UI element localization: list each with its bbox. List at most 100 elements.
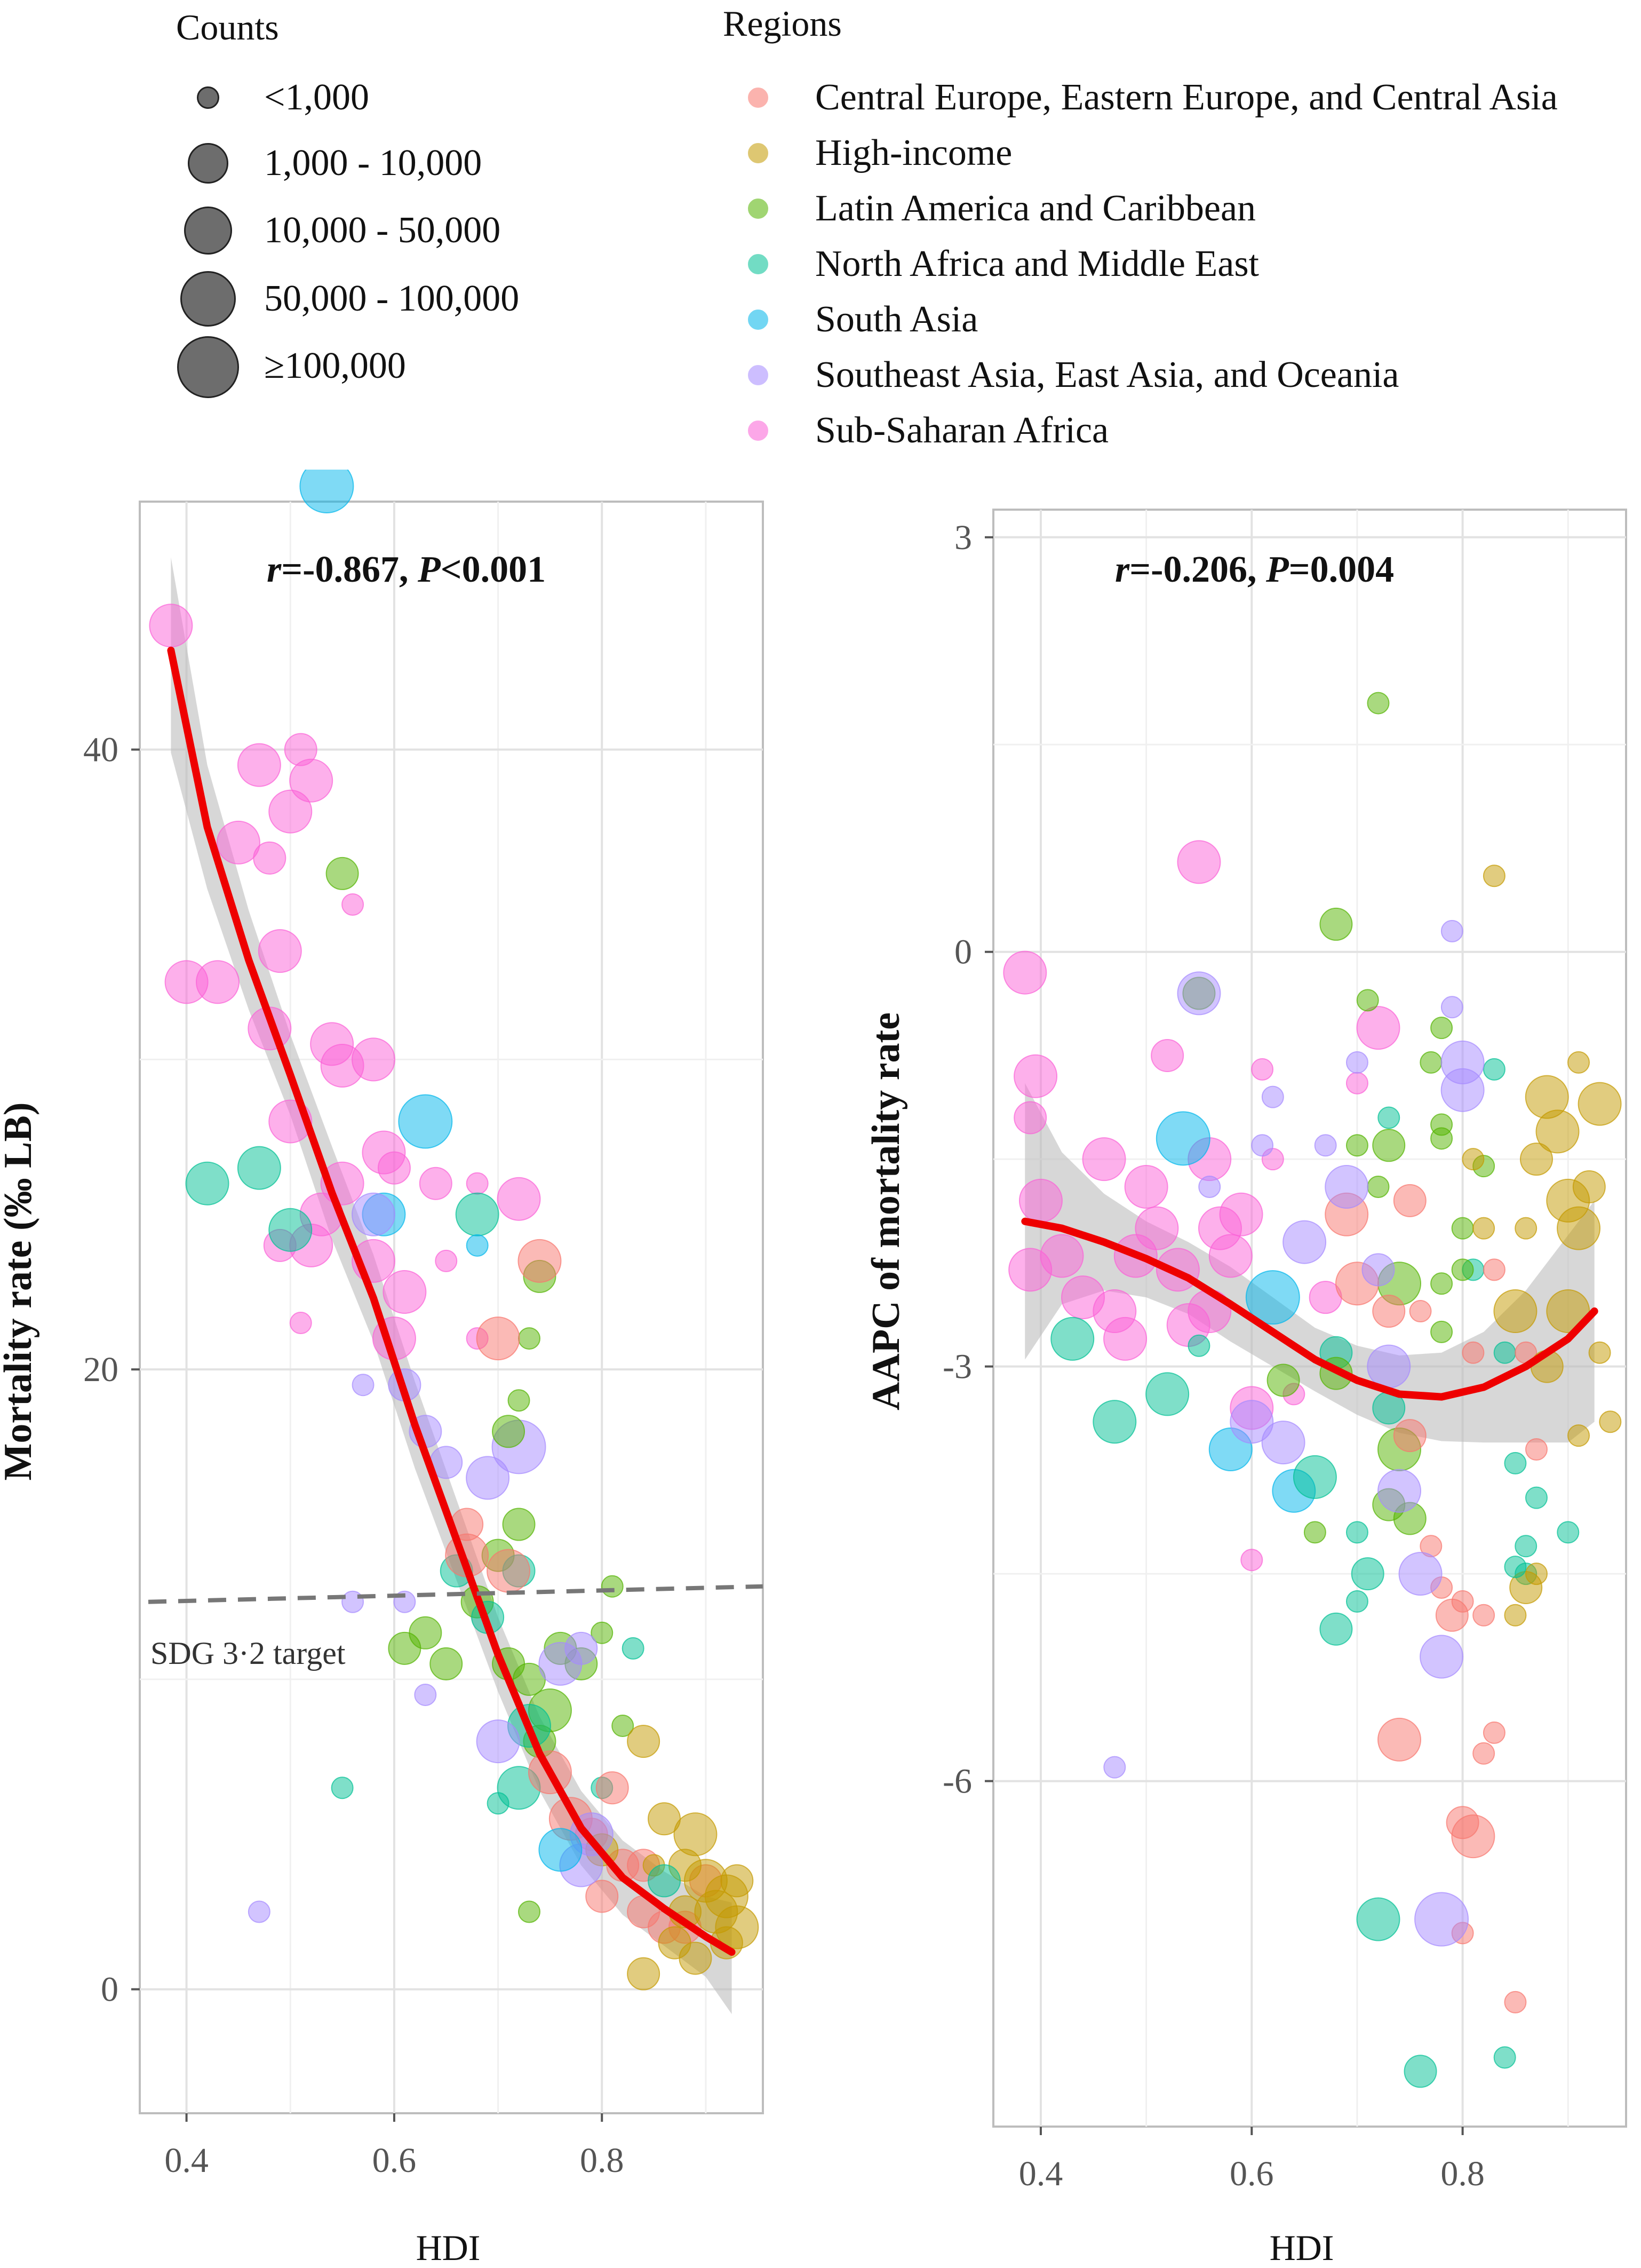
data-point bbox=[1578, 1082, 1622, 1126]
data-point bbox=[1124, 1164, 1168, 1209]
data-point bbox=[585, 1880, 619, 1913]
data-point bbox=[1040, 1234, 1084, 1278]
stat-p-value: =0.004 bbox=[1289, 549, 1394, 590]
data-point bbox=[466, 1172, 489, 1195]
data-point bbox=[1462, 1341, 1485, 1364]
x-axis-label: HDI bbox=[416, 2227, 481, 2268]
data-point bbox=[673, 1812, 718, 1857]
stat-annotation: r=-0.867, P<0.001 bbox=[267, 549, 546, 590]
region-legend-row: High-income bbox=[815, 126, 1012, 180]
data-point bbox=[1377, 1469, 1422, 1513]
data-point bbox=[1393, 1419, 1427, 1453]
data-point bbox=[455, 1192, 499, 1236]
x-axis-ticks: 0.4 0.6 0.8 bbox=[164, 2113, 624, 2180]
data-point bbox=[1014, 1101, 1047, 1135]
data-point bbox=[1483, 1058, 1505, 1081]
data-point bbox=[1414, 1892, 1469, 1947]
stat-annotation: r=-0.206, P=0.004 bbox=[1115, 549, 1394, 590]
data-point bbox=[1018, 1178, 1063, 1223]
data-point bbox=[1325, 1164, 1369, 1209]
region-swatch-5 bbox=[748, 365, 768, 385]
region-legend-label: North Africa and Middle East bbox=[815, 243, 1260, 284]
data-point bbox=[237, 1146, 281, 1190]
data-point bbox=[1493, 1289, 1538, 1334]
y-tick-label: 40 bbox=[83, 731, 118, 770]
data-point bbox=[1472, 1217, 1495, 1240]
data-point bbox=[627, 1957, 660, 1991]
data-point bbox=[1251, 1058, 1274, 1081]
data-point bbox=[1314, 1134, 1337, 1157]
data-point bbox=[1266, 1363, 1300, 1397]
data-point bbox=[1377, 1106, 1400, 1129]
y-axis-label: Mortality rate (‰ LB) bbox=[0, 1103, 40, 1481]
trend-line bbox=[167, 646, 736, 1956]
region-legend-row: North Africa and Middle East bbox=[815, 237, 1259, 291]
data-point bbox=[595, 1771, 629, 1805]
data-point bbox=[1462, 1148, 1485, 1171]
stat-r-value: =-0.867, bbox=[281, 549, 418, 590]
data-point bbox=[1208, 1234, 1253, 1278]
region-legend-label: Latin America and Caribbean bbox=[815, 188, 1256, 229]
data-point bbox=[352, 1037, 395, 1082]
size-legend-row: <1,000 bbox=[264, 71, 369, 124]
data-point bbox=[325, 857, 359, 890]
data-point bbox=[1367, 1175, 1390, 1198]
data-point bbox=[1430, 1272, 1453, 1295]
data-point bbox=[237, 743, 281, 787]
data-point bbox=[268, 789, 313, 834]
confidence-band bbox=[1025, 1083, 1595, 1443]
y-tick-label: 3 bbox=[954, 518, 972, 557]
data-point bbox=[1282, 1220, 1327, 1264]
region-legend-row: Sub-Saharan Africa bbox=[815, 404, 1109, 457]
data-point bbox=[1356, 989, 1379, 1012]
data-point bbox=[1303, 1521, 1326, 1544]
y-tick-label: -6 bbox=[943, 1762, 972, 1801]
data-point bbox=[253, 841, 286, 875]
trend-curve bbox=[1021, 1217, 1598, 1401]
x-axis-label: HDI bbox=[1270, 2227, 1334, 2268]
size-legend-row: 1,000 - 10,000 bbox=[264, 137, 482, 190]
data-point bbox=[1377, 1717, 1422, 1762]
data-point bbox=[487, 1792, 509, 1815]
data-point bbox=[258, 929, 302, 973]
trend-line bbox=[1021, 1217, 1598, 1401]
data-point bbox=[1261, 1085, 1284, 1108]
data-point bbox=[1472, 1604, 1495, 1627]
data-point bbox=[466, 1234, 489, 1257]
region-legend-label: High-income bbox=[815, 132, 1013, 173]
size-legend-label: ≥100,000 bbox=[264, 345, 406, 386]
data-point bbox=[289, 1312, 312, 1335]
stat-p-symbol: P bbox=[417, 549, 441, 590]
data-point bbox=[1093, 1400, 1137, 1444]
size-legend-label: 10,000 - 50,000 bbox=[264, 210, 501, 251]
data-point bbox=[1493, 1341, 1516, 1364]
stat-p-symbol: P bbox=[1265, 549, 1289, 590]
data-point bbox=[1003, 950, 1047, 995]
stat-r-value: =-0.206, bbox=[1129, 549, 1266, 590]
x-tick-label: 0.4 bbox=[1019, 2154, 1063, 2193]
data-point bbox=[1345, 1590, 1368, 1613]
region-legend-row: Southeast Asia, East Asia, and Oceania bbox=[815, 348, 1399, 402]
region-swatch-3 bbox=[748, 254, 768, 274]
y-tick-label: -3 bbox=[943, 1347, 972, 1386]
data-point bbox=[248, 1900, 270, 1923]
data-point bbox=[1240, 1549, 1263, 1572]
y-axis-ticks: 0 20 40 bbox=[83, 731, 140, 2009]
scatter-points bbox=[1003, 692, 1622, 2088]
y-tick-label: 20 bbox=[83, 1350, 118, 1389]
data-point bbox=[1588, 1341, 1611, 1364]
data-point bbox=[1504, 1604, 1527, 1627]
data-point bbox=[1198, 1175, 1221, 1198]
data-point bbox=[331, 1777, 354, 1799]
data-point bbox=[289, 758, 333, 803]
size-swatch-2 bbox=[188, 143, 228, 184]
regions-legend-title: Regions bbox=[723, 3, 842, 44]
data-point bbox=[627, 1725, 660, 1758]
data-point bbox=[1451, 1217, 1474, 1240]
sdg-target-label: SDG 3·2 target bbox=[150, 1636, 346, 1671]
size-swatch-3 bbox=[184, 207, 232, 255]
data-point bbox=[1440, 919, 1463, 942]
data-point bbox=[517, 1239, 562, 1283]
data-point bbox=[149, 604, 193, 648]
confidence-band-area bbox=[1025, 1083, 1595, 1443]
